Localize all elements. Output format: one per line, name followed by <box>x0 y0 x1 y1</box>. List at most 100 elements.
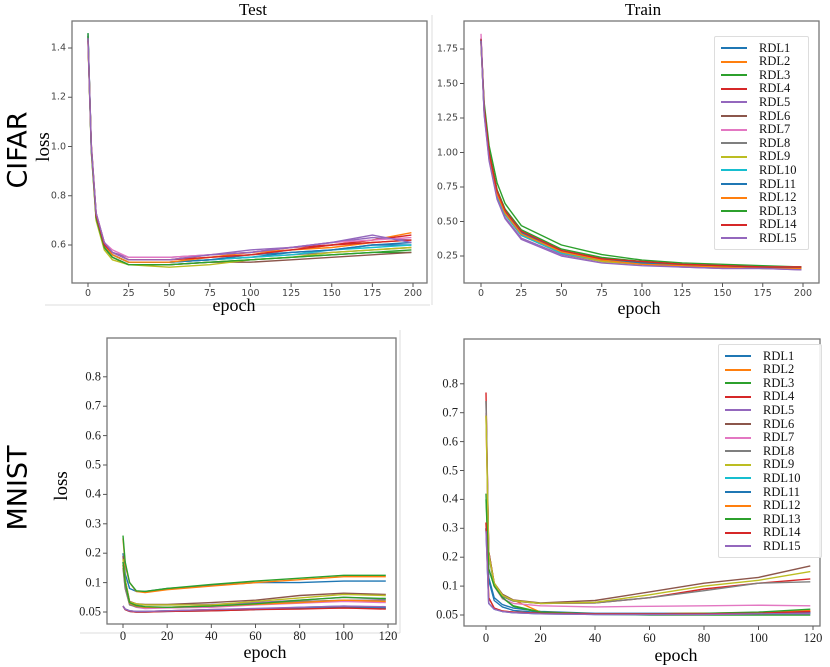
series-line-rdl9 <box>485 415 811 605</box>
legend-swatch <box>725 436 751 439</box>
legend-swatch <box>725 355 751 357</box>
legend-label: RDL9 <box>763 457 795 472</box>
legend-swatch <box>721 183 747 185</box>
y-tick-label: 0.8 <box>442 376 458 391</box>
y-tick-label: 0.05 <box>436 607 458 622</box>
legend-swatch <box>721 87 747 90</box>
legend-item: RDL9 <box>721 149 790 164</box>
legend-label: RDL7 <box>763 430 795 445</box>
y-tick-label: 1.50 <box>436 78 458 89</box>
legend-item: RDL14 <box>721 217 797 232</box>
x-tick-label: 50 <box>555 288 568 299</box>
legend-swatch <box>725 382 751 385</box>
legend-item: RDL15 <box>725 539 801 553</box>
legend-label: RDL3 <box>759 67 791 82</box>
x-tick-label: 125 <box>673 288 692 299</box>
x-tick-label: 0 <box>84 288 92 299</box>
legend: RDL1 RDL2 RDL3 RDL4 RDL5 RDL6 RDL7 RDL8 RDL9 RDL1… <box>714 36 809 250</box>
legend-label: RDL12 <box>759 190 797 205</box>
y-tick-label: 0.7 <box>442 405 458 420</box>
y-tick-label: 0.5 <box>85 457 101 472</box>
y-tick-label: 0.25 <box>436 250 458 262</box>
legend-label: RDL8 <box>759 135 791 150</box>
legend-item: RDL1 <box>725 349 794 363</box>
y-tick-label: 0.75 <box>436 181 458 193</box>
x-tick-label: 200 <box>793 288 813 299</box>
legend-item: RDL15 <box>721 231 797 245</box>
legend-label: RDL13 <box>759 203 797 218</box>
legend-label: RDL6 <box>763 416 795 431</box>
y-tick-label: 1.25 <box>436 112 458 124</box>
legend-item: RDL12 <box>725 498 801 513</box>
x-tick-label: 125 <box>282 288 301 299</box>
series-line-rdl15 <box>485 531 811 616</box>
y-tick-label: 0.4 <box>85 486 101 501</box>
legend-swatch <box>721 155 747 158</box>
series-line-rdl15 <box>480 40 802 271</box>
legend-item: RDL7 <box>721 122 791 137</box>
chart-title-cifar-test: Test <box>238 0 268 19</box>
x-axis-label-mnist-test: epoch <box>243 642 287 662</box>
legend-item: RDL8 <box>721 136 790 150</box>
legend-swatch <box>721 169 747 172</box>
series-line-rdl13 <box>122 561 386 608</box>
legend-swatch <box>721 223 747 226</box>
y-tick-label: 1.0 <box>50 141 66 152</box>
legend-swatch <box>725 395 751 398</box>
legend-label: RDL7 <box>759 122 791 137</box>
y-tick-label: 0.2 <box>442 549 458 564</box>
legend-label: RDL10 <box>759 162 797 177</box>
y-tick-label: 0.6 <box>50 239 66 251</box>
x-tick-label: 120 <box>378 629 398 643</box>
y-tick-label: 1.4 <box>50 42 66 54</box>
legend-swatch <box>725 463 751 466</box>
y-tick-label: 0.7 <box>85 398 101 413</box>
y-tick-label: 0.3 <box>85 516 101 531</box>
chart-cifar_test <box>68 20 428 287</box>
legend-label: RDL15 <box>759 230 797 245</box>
legend-label: RDL2 <box>763 362 795 377</box>
x-tick-label: 20 <box>534 631 547 645</box>
chart-title-cifar-train: Train <box>624 0 662 19</box>
x-tick-label: 25 <box>122 288 135 299</box>
legend-item: RDL10 <box>721 163 797 177</box>
y-axis-label-mnist-test: loss <box>51 471 72 501</box>
legend-item: RDL13 <box>725 512 801 526</box>
legend-item: RDL13 <box>721 204 797 218</box>
legend-item: RDL11 <box>725 485 800 499</box>
x-tick-label: 75 <box>203 288 216 299</box>
series-line-rdl14 <box>480 39 802 268</box>
legend-swatch <box>725 504 751 507</box>
legend-label: RDL14 <box>763 525 801 540</box>
legend-label: RDL2 <box>759 54 791 69</box>
legend-item: RDL3 <box>721 68 790 82</box>
legend-item: RDL14 <box>725 525 801 540</box>
x-tick-label: 200 <box>403 288 423 299</box>
x-tick-label: 100 <box>749 631 768 645</box>
x-tick-label: 175 <box>753 288 772 299</box>
x-tick-label: 25 <box>515 288 528 299</box>
x-tick-label: 150 <box>713 288 732 299</box>
x-tick-label: 20 <box>160 629 174 643</box>
y-tick-label: 1.75 <box>436 43 458 55</box>
legend-swatch <box>725 518 751 521</box>
row-label-mnist: MNIST <box>2 445 34 531</box>
legend-item: RDL12 <box>721 190 797 205</box>
legend-label: RDL14 <box>759 217 797 232</box>
legend-label: RDL11 <box>763 484 801 499</box>
legend-label: RDL8 <box>763 443 795 458</box>
legend-swatch <box>721 60 747 63</box>
legend-swatch <box>721 115 747 117</box>
legend-label: RDL4 <box>759 81 791 96</box>
x-tick-label: 175 <box>363 288 382 299</box>
y-tick-label: 0.4 <box>442 491 458 506</box>
legend-label: RDL1 <box>763 348 795 363</box>
legend-label: RDL6 <box>759 108 791 123</box>
x-tick-label: 0 <box>119 629 127 643</box>
y-tick-label: 0.6 <box>442 434 458 449</box>
legend-item: RDL4 <box>725 389 794 404</box>
legend-item: RDL2 <box>721 54 791 69</box>
legend-item: RDL1 <box>721 41 790 55</box>
x-tick-label: 100 <box>241 288 260 299</box>
legend-label: RDL11 <box>759 176 797 191</box>
